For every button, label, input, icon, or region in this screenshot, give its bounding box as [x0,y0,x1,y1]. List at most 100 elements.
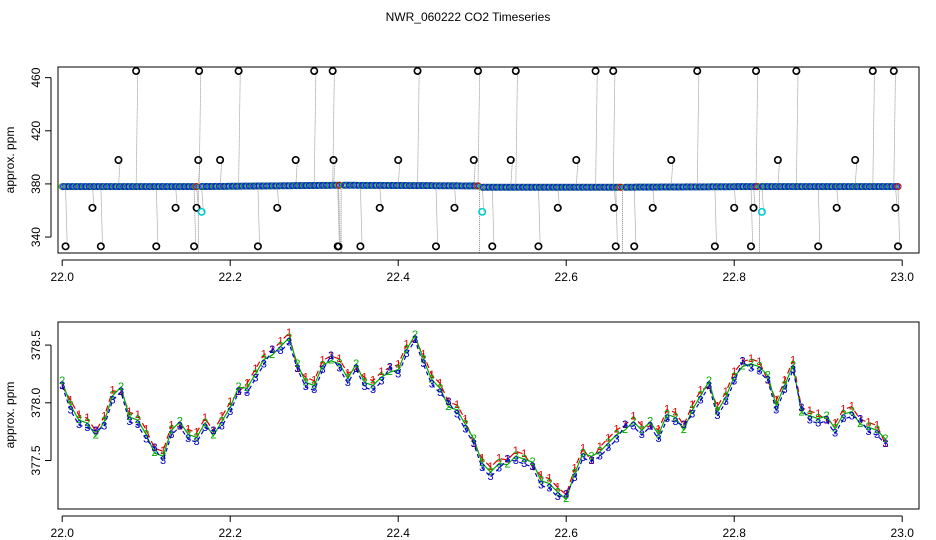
top-y-axis-label: approx. ppm [3,127,17,194]
series-3-marker: 3 [93,425,99,437]
outliers-point [394,156,403,165]
outliers-point [216,156,225,165]
series-1-marker: 1 [227,396,233,408]
outlier-connector [777,159,780,187]
series-3-marker: 3 [76,419,82,431]
series-1-marker: 1 [454,399,460,411]
series-2-marker: 2 [815,413,821,425]
series-2-marker: 2 [605,437,611,449]
outliers-point [572,156,581,165]
outlier-connector [897,186,901,247]
outlier-connector [733,186,737,208]
series-3-marker: 3 [412,334,418,346]
outlier-connector [219,159,223,187]
series-3-marker: 3 [202,422,208,434]
series-2-marker: 2 [849,405,855,417]
series-1-marker: 1 [664,403,670,415]
series-2-marker: 2 [118,381,124,393]
top-x-tick-label: 22.0 [51,270,75,284]
outlier-connector [714,186,717,247]
outliers-point [334,242,343,251]
series-3-marker: 3 [681,419,687,431]
top-plot-area [58,66,902,253]
series-1-marker: 1 [874,419,880,431]
cyan-point [757,207,766,216]
series-1-marker: 1 [185,423,191,435]
outlier-connector [595,70,598,187]
series-2-marker: 2 [328,355,334,367]
series-1-marker: 1 [555,481,561,493]
outlier-connector [633,186,637,247]
series-1-marker: 1 [580,442,586,454]
series-2-marker: 2 [185,428,191,440]
outlier-connector [454,186,457,208]
series-1-marker: 1 [93,425,99,437]
series-3-marker: 3 [723,396,729,408]
series-3-marker: 3 [454,409,460,421]
series-3-marker: 3 [59,380,65,392]
series-3-marker: 3 [815,417,821,429]
outliers-point [511,66,520,75]
series-1-marker: 1 [110,385,116,397]
series-1-marker: 1 [286,327,292,339]
top-y-tick-label: 380 [29,174,43,194]
series-1-marker: 1 [202,412,208,424]
outlier-connector [575,159,579,187]
series-3-marker: 3 [488,471,494,483]
outlier-connector [257,186,260,247]
series-3-marker: 3 [622,419,628,431]
series-2-marker: 2 [143,429,149,441]
series-3-marker: 3 [437,387,443,399]
series-1-marker: 1 [832,418,838,430]
series-3-marker: 3 [471,438,477,450]
series-2-marker: 2 [93,430,99,442]
series-3-marker: 3 [588,455,594,467]
series-1-marker: 1 [538,470,544,482]
outliers-point [195,66,204,75]
series-2-marker: 2 [311,379,317,391]
series-2-marker: 2 [462,418,468,430]
outliers-point [192,203,201,212]
series-1-marker: 1 [681,419,687,431]
series-1-marker: 1 [76,409,82,421]
outliers-point [473,66,482,75]
outliers-point [61,242,70,251]
outlier-connector [477,70,481,187]
outliers-point [891,203,900,212]
series-3-marker: 3 [84,422,90,434]
series-1-marker: 1 [748,353,754,365]
bottom-plot-frame [57,321,920,510]
outliers-point [328,66,337,75]
series-2-marker: 2 [546,478,552,490]
bottom-y-tick-label: 378.5 [29,330,43,360]
outlier-connector [473,159,476,187]
series-2-marker: 2 [773,399,779,411]
series-1-marker: 1 [126,406,132,418]
series-3-marker: 3 [521,458,527,470]
series-1-marker: 1 [194,426,200,438]
outliers-point [749,203,758,212]
series-3-marker: 3 [572,472,578,484]
series-2-marker: 2 [278,340,284,352]
series-1-marker: 1 [278,336,284,348]
bottom-x-axis: 22.0 22.2 22.4 22.6 22.8 23.0 [51,515,914,540]
series-3-marker: 3 [882,438,888,450]
series-3-marker: 3 [857,413,863,425]
series-2-marker: 2 [286,332,292,344]
series-3-marker: 3 [143,433,149,445]
series-3-marker: 3 [252,373,258,385]
outliers-point [171,203,180,212]
outlier-connector [238,70,241,187]
outlier-connector [332,70,335,187]
outliers-point [356,242,365,251]
series-2-marker: 2 [336,358,342,370]
series-2-marker: 2 [588,450,594,462]
outlier-connector [175,186,178,208]
outliers-point [310,66,319,75]
series-2-marker: 2 [471,433,477,445]
series-3-marker: 3 [168,429,174,441]
outlier-connector [276,186,280,208]
series-2-marker: 2 [656,428,662,440]
series-2-marker: 2 [555,486,561,498]
outliers-point [611,242,620,251]
